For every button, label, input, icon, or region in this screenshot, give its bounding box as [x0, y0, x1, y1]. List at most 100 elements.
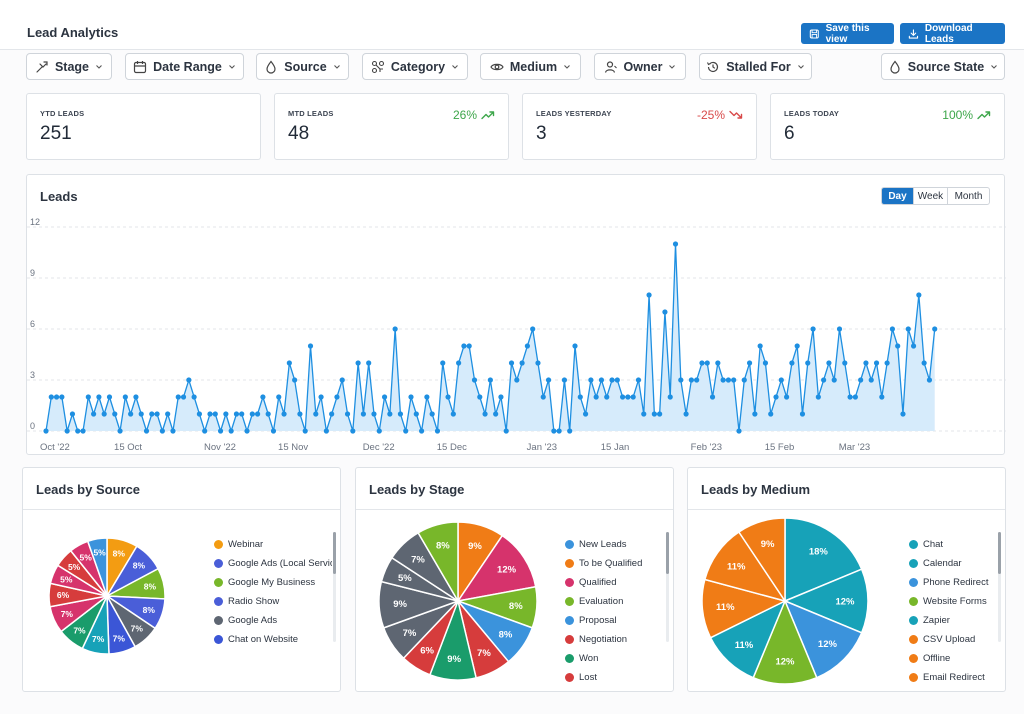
data-point[interactable] — [350, 428, 356, 434]
data-point[interactable] — [910, 343, 917, 349]
legend-item[interactable]: Qualified — [565, 573, 683, 592]
legend-item[interactable]: Radio Show — [214, 592, 332, 611]
data-point[interactable] — [604, 394, 610, 400]
data-point[interactable] — [567, 428, 573, 434]
data-point[interactable] — [662, 309, 668, 315]
data-point[interactable] — [265, 411, 271, 417]
data-point[interactable] — [657, 411, 663, 417]
data-point[interactable] — [286, 360, 292, 366]
legend-item[interactable]: Zapier — [909, 611, 1024, 630]
data-point[interactable] — [43, 428, 49, 434]
data-point[interactable] — [530, 326, 536, 332]
data-point[interactable] — [572, 343, 578, 349]
legend-scrollbar[interactable] — [998, 532, 1001, 642]
data-point[interactable] — [223, 411, 229, 417]
data-point[interactable] — [355, 360, 361, 366]
data-point[interactable] — [519, 360, 525, 366]
legend-item[interactable]: Phone Redirect — [909, 573, 1024, 592]
data-point[interactable] — [588, 377, 594, 383]
data-point[interactable] — [112, 411, 118, 417]
legend-item[interactable]: Google Ads (Local Services) — [214, 554, 332, 573]
data-point[interactable] — [207, 411, 213, 417]
filter-category[interactable]: Category — [362, 53, 468, 80]
data-point[interactable] — [244, 428, 250, 434]
data-point[interactable] — [96, 394, 102, 400]
data-point[interactable] — [334, 394, 340, 400]
legend-item[interactable]: Won — [565, 649, 683, 668]
data-point[interactable] — [678, 377, 684, 383]
data-point[interactable] — [387, 411, 393, 417]
data-point[interactable] — [440, 360, 446, 366]
legend-item[interactable]: Calendar — [909, 554, 1024, 573]
data-point[interactable] — [133, 394, 139, 400]
pie-slice[interactable] — [86, 537, 108, 597]
data-point[interactable] — [672, 241, 679, 247]
pie-slice[interactable] — [752, 599, 818, 685]
data-point[interactable] — [101, 411, 107, 417]
data-point[interactable] — [609, 377, 615, 383]
data-point[interactable] — [688, 377, 694, 383]
data-point[interactable] — [831, 377, 837, 383]
data-point[interactable] — [456, 360, 462, 366]
legend-item[interactable]: Proposal — [565, 611, 683, 630]
data-point[interactable] — [487, 377, 493, 383]
data-point[interactable] — [392, 326, 398, 332]
legend-item[interactable]: CSV Upload — [909, 630, 1024, 649]
data-point[interactable] — [413, 411, 419, 417]
data-point[interactable] — [302, 428, 308, 434]
data-point[interactable] — [746, 360, 753, 366]
data-point[interactable] — [313, 411, 319, 417]
data-point[interactable] — [85, 394, 91, 400]
data-point[interactable] — [339, 377, 345, 383]
pie-slice[interactable] — [783, 568, 869, 634]
data-point[interactable] — [329, 411, 335, 417]
data-point[interactable] — [297, 411, 303, 417]
data-point[interactable] — [498, 394, 504, 400]
filter-source-state[interactable]: Source State — [881, 53, 1005, 80]
data-point[interactable] — [535, 360, 541, 366]
data-point[interactable] — [191, 394, 197, 400]
data-point[interactable] — [731, 377, 737, 383]
data-point[interactable] — [59, 394, 65, 400]
data-point[interactable] — [429, 411, 435, 417]
data-point[interactable] — [694, 377, 700, 383]
data-point[interactable] — [381, 394, 388, 400]
data-point[interactable] — [683, 411, 689, 417]
data-point[interactable] — [91, 411, 97, 417]
pie-slice[interactable] — [783, 599, 863, 679]
data-point[interactable] — [868, 377, 874, 383]
data-point[interactable] — [561, 377, 568, 383]
filter-owner[interactable]: Owner — [594, 53, 686, 80]
data-point[interactable] — [418, 428, 425, 434]
data-point[interactable] — [847, 394, 853, 400]
data-point[interactable] — [810, 326, 816, 332]
data-point[interactable] — [482, 411, 488, 417]
data-point[interactable] — [461, 343, 467, 349]
data-point[interactable] — [128, 411, 134, 417]
data-point[interactable] — [768, 411, 774, 417]
data-point[interactable] — [630, 394, 636, 400]
data-point[interactable] — [212, 411, 218, 417]
data-point[interactable] — [514, 377, 520, 383]
data-point[interactable] — [175, 394, 181, 400]
data-point[interactable] — [651, 411, 657, 417]
data-point[interactable] — [466, 343, 472, 349]
legend-item[interactable]: Redtail — [909, 687, 1024, 688]
data-point[interactable] — [260, 394, 266, 400]
data-point[interactable] — [48, 394, 54, 400]
data-point[interactable] — [736, 428, 742, 434]
data-point[interactable] — [725, 377, 732, 383]
data-point[interactable] — [873, 360, 880, 366]
data-point[interactable] — [371, 411, 377, 417]
data-point[interactable] — [799, 411, 806, 417]
data-point[interactable] — [646, 292, 652, 298]
data-point[interactable] — [69, 411, 76, 417]
save-view-button[interactable]: Save this view — [801, 23, 894, 45]
data-point[interactable] — [551, 428, 557, 434]
data-point[interactable] — [620, 394, 626, 400]
legend-item[interactable]: Google Ads — [214, 611, 332, 630]
legend-item[interactable]: New Leads — [565, 535, 683, 554]
pie-slice[interactable] — [417, 521, 459, 604]
data-point[interactable] — [403, 428, 409, 434]
data-point[interactable] — [149, 411, 155, 417]
